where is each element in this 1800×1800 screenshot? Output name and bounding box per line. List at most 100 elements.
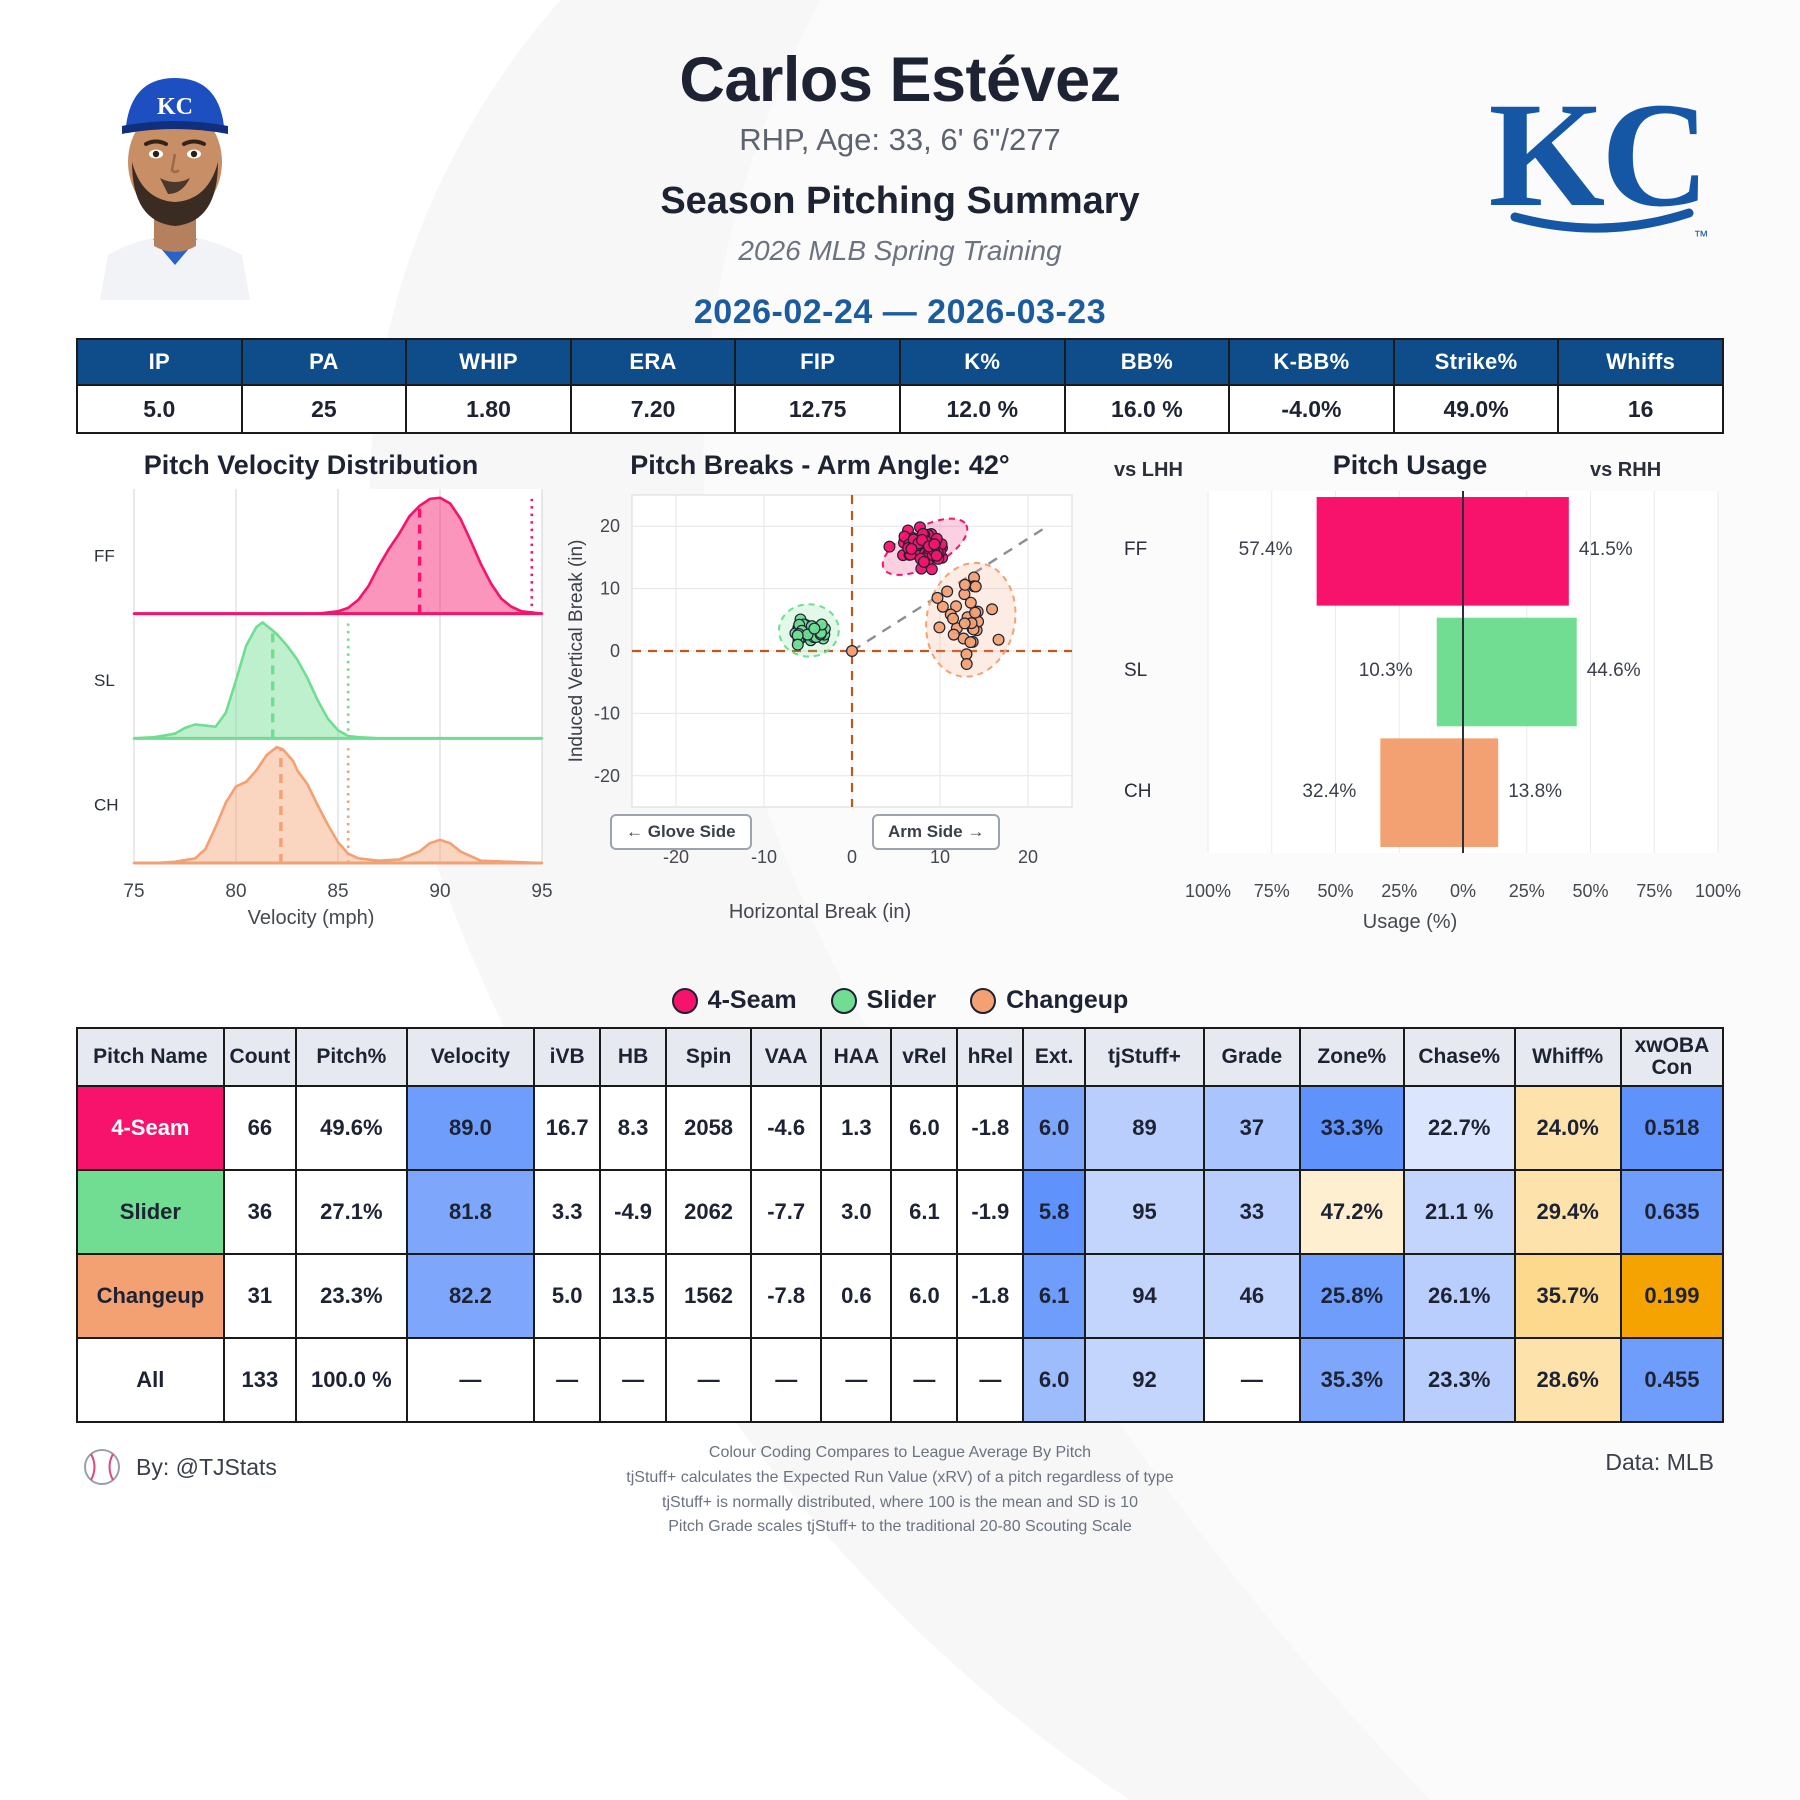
svg-text:-10: -10 bbox=[594, 703, 620, 723]
pitch-cell-vaa: -7.7 bbox=[750, 1169, 823, 1255]
usage-x-ticks: 100% 75% 50% 25% 0% 25% 50% 75% 100% bbox=[1090, 881, 1741, 907]
pitch-cell-haa: 3.0 bbox=[820, 1169, 893, 1255]
velocity-tick-75: 75 bbox=[123, 881, 145, 902]
summary-header-pa: PA bbox=[240, 338, 408, 386]
pitch-cell-zone-: 33.3% bbox=[1298, 1085, 1405, 1171]
pitch-cell-ext-: 5.8 bbox=[1022, 1169, 1086, 1255]
usage-rhh-header: vs RHH bbox=[1590, 459, 1662, 481]
pitch-cell-spin: — bbox=[665, 1337, 753, 1423]
pitch-col-pitch-name: Pitch Name bbox=[76, 1027, 225, 1087]
usage-tick-2: 50% bbox=[1317, 881, 1354, 901]
svg-text:20: 20 bbox=[600, 516, 620, 536]
pitch-col-chase-: Chase% bbox=[1402, 1027, 1516, 1087]
pitch-col-whiff-: Whiff% bbox=[1513, 1027, 1622, 1087]
pitch-cell-hb: 8.3 bbox=[599, 1085, 668, 1171]
usage-lhh-value-ch: 32.4% bbox=[1302, 780, 1357, 802]
pitch-col-tjstuff-: tjStuff+ bbox=[1083, 1027, 1206, 1087]
footer-note-2: tjStuff+ is normally distributed, where … bbox=[662, 1493, 1138, 1511]
header: KC KC ™ Carlos Estévez RHP, Age: 33, 6' … bbox=[0, 0, 1800, 331]
legend-dot-icon bbox=[671, 987, 698, 1014]
svg-text:-10: -10 bbox=[751, 847, 777, 867]
velocity-tick-90: 90 bbox=[429, 881, 451, 902]
usage-tick-5: 25% bbox=[1508, 881, 1545, 901]
table-row[interactable]: Slider 36 27.1% 81.8 3.3 -4.9 2062 -7.7 3.0 6.1 -1… bbox=[76, 1169, 1725, 1255]
summary-header-era: ERA bbox=[569, 338, 737, 386]
summary-value-row: 5.0 25 1.80 7.20 12.75 12.0 % 16.0 % -4.0% 49.0%… bbox=[76, 384, 1724, 434]
pitch-cell-ext-: 6.1 bbox=[1022, 1253, 1086, 1339]
table-row[interactable]: Changeup 31 23.3% 82.2 5.0 13.5 1562 -7.8 0.6 6.0… bbox=[76, 1253, 1725, 1339]
breaks-plot-area: -20 -10 0 10 20 -20 -10 0 10 20 Induced Vertical B… bbox=[560, 481, 1080, 901]
pitch-cell-tjstuff-: 89 bbox=[1083, 1085, 1206, 1171]
pitch-cell-xwoba-con: 0.199 bbox=[1619, 1253, 1725, 1339]
velocity-x-ticks: 75 80 85 90 95 bbox=[76, 881, 552, 905]
pitch-cell-vrel: — bbox=[890, 1337, 959, 1423]
pitch-col-pitch-: Pitch% bbox=[295, 1027, 408, 1087]
pitch-cell-pitch-: 100.0 % bbox=[295, 1337, 408, 1423]
pitch-cell-ivb: 3.3 bbox=[533, 1169, 602, 1255]
table-row[interactable]: All 133 100.0 % — — — — — — — —6.0 92—35.3% 23.3% 28.… bbox=[76, 1337, 1725, 1423]
usage-tick-7: 75% bbox=[1636, 881, 1673, 901]
pitch-cell-grade: 46 bbox=[1203, 1253, 1301, 1339]
summary-header-whiffs: Whiffs bbox=[1557, 338, 1724, 386]
pitch-cell-hrel: -1.8 bbox=[956, 1253, 1025, 1339]
table-row[interactable]: 4-Seam 66 49.6% 89.0 16.7 8.3 2058 -4.6 1.3 6.0 -1… bbox=[76, 1085, 1725, 1171]
velocity-x-axis-label: Velocity (mph) bbox=[247, 907, 375, 929]
svg-text:0: 0 bbox=[847, 847, 857, 867]
pitch-cell-vaa: -4.6 bbox=[750, 1085, 823, 1171]
charts-row: Pitch Velocity Distribution FF SL CH 75 80 8… bbox=[0, 450, 1800, 980]
summary-value-bb-: 16.0 % bbox=[1063, 384, 1231, 434]
glove-side-badge: ← Glove Side bbox=[610, 814, 752, 850]
pitch-cell-count: 31 bbox=[222, 1253, 298, 1339]
pitch-col-hb: HB bbox=[599, 1027, 668, 1087]
pitch-col-velocity: Velocity bbox=[405, 1027, 536, 1087]
pitch-cell-spin: 2062 bbox=[665, 1169, 753, 1255]
summary-value-k-bb-: -4.0% bbox=[1228, 384, 1395, 434]
pitch-breaks-chart: Pitch Breaks - Arm Angle: 42° -20 -10 0 10 2… bbox=[560, 450, 1080, 924]
pitch-table-body: 4-Seam 66 49.6% 89.0 16.7 8.3 2058 -4.6 1.3 6.0 -1… bbox=[76, 1085, 1725, 1423]
legend-label: Slider bbox=[866, 986, 937, 1014]
pitch-cell-hrel: -1.9 bbox=[956, 1169, 1025, 1255]
breaks-x-axis-label: Horizontal Break (in) bbox=[728, 901, 912, 923]
pitch-cell-velocity: 82.2 bbox=[405, 1253, 536, 1339]
legend-item-slider: Slider bbox=[830, 986, 937, 1015]
pitch-cell-vaa: -7.8 bbox=[750, 1253, 823, 1339]
pitch-col-vaa: VAA bbox=[750, 1027, 823, 1087]
pitch-col-xwoba-con: xwOBA Con bbox=[1619, 1027, 1725, 1087]
svg-text:SL: SL bbox=[94, 671, 115, 690]
legend-label: 4-Seam bbox=[707, 986, 797, 1014]
pitch-cell-hb: — bbox=[599, 1337, 668, 1423]
pitch-cell-ivb: 5.0 bbox=[533, 1253, 602, 1339]
breaks-chart-title: Pitch Breaks - Arm Angle: 42° bbox=[630, 450, 1010, 480]
svg-text:10: 10 bbox=[600, 579, 620, 599]
velocity-ridgeline-svg: FF SL CH bbox=[94, 489, 544, 865]
usage-rhh-value-sl: 44.6% bbox=[1586, 660, 1641, 681]
summary-stats-table: IP PA WHIP ERA FIP K% BB% K-BB% Strike% Whiffs 5.… bbox=[76, 338, 1724, 434]
summary-header-k-: K% bbox=[898, 338, 1066, 386]
summary-value-k-: 12.0 % bbox=[898, 384, 1066, 434]
pitch-cell-grade: 37 bbox=[1203, 1085, 1301, 1171]
usage-rhh-value-ch: 13.8% bbox=[1508, 780, 1563, 802]
pitch-col-vrel: vRel bbox=[890, 1027, 959, 1087]
pitch-cell-zone-: 25.8% bbox=[1298, 1253, 1405, 1339]
pitch-col-ivb: iVB bbox=[533, 1027, 602, 1087]
pitch-cell-velocity: — bbox=[405, 1337, 536, 1423]
usage-tick-4: 0% bbox=[1449, 881, 1477, 901]
pitch-name-cell: 4-Seam bbox=[76, 1085, 225, 1171]
pitch-cell-pitch-: 27.1% bbox=[295, 1169, 408, 1255]
pitch-name-cell: Changeup bbox=[76, 1253, 225, 1339]
summary-value-pa: 25 bbox=[240, 384, 408, 434]
pitch-cell-tjstuff-: 95 bbox=[1083, 1169, 1206, 1255]
usage-row-label-ff: FF bbox=[1124, 539, 1148, 561]
usage-lhh-header: vs LHH bbox=[1114, 459, 1183, 481]
svg-text:FF: FF bbox=[94, 546, 115, 565]
summary-value-whip: 1.80 bbox=[405, 384, 572, 434]
pitch-col-grade: Grade bbox=[1203, 1027, 1301, 1087]
velocity-chart-title: Pitch Velocity Distribution bbox=[143, 450, 479, 480]
usage-tick-1: 75% bbox=[1253, 881, 1290, 901]
summary-value-fip: 12.75 bbox=[734, 384, 901, 434]
velocity-tick-85: 85 bbox=[327, 881, 349, 902]
byline: By: @TJStats bbox=[82, 1447, 277, 1487]
pitch-col-zone-: Zone% bbox=[1298, 1027, 1405, 1087]
team-logo-kc-royals: KC ™ bbox=[1489, 72, 1710, 245]
pitch-cell-whiff-: 24.0% bbox=[1513, 1085, 1622, 1171]
